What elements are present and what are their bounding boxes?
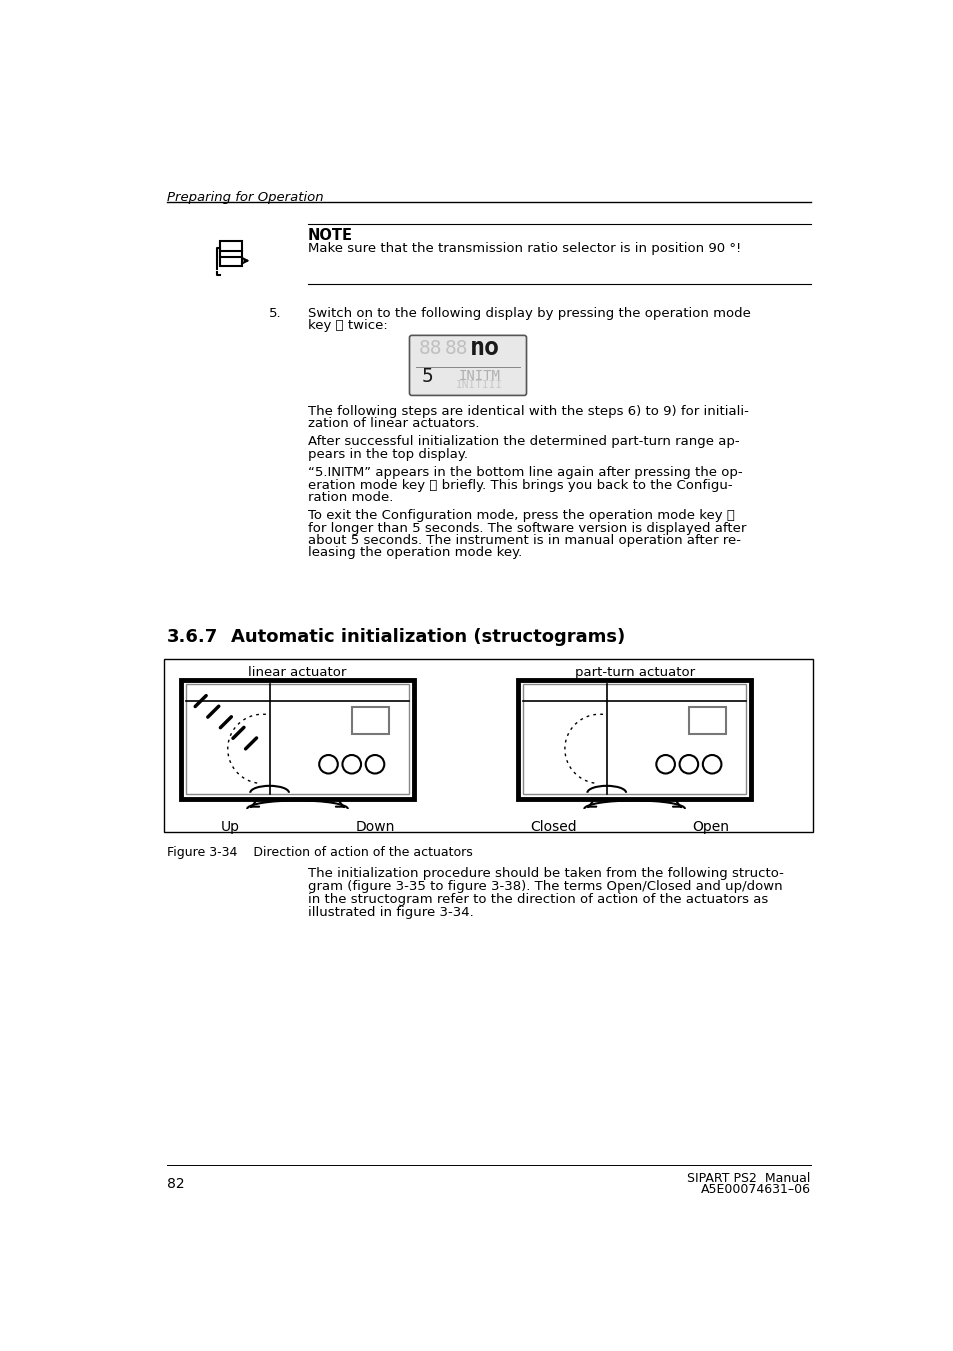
Bar <box>181 680 414 798</box>
Text: To exit the Configuration mode, press the operation mode key Ⓝ: To exit the Configuration mode, press th… <box>307 509 734 523</box>
Text: Switch on to the following display by pressing the operation mode: Switch on to the following display by pr… <box>307 307 750 320</box>
Text: about 5 seconds. The instrument is in manual operation after re-: about 5 seconds. The instrument is in ma… <box>307 534 740 547</box>
Text: eration mode key Ⓝ briefly. This brings you back to the Configu-: eration mode key Ⓝ briefly. This brings … <box>307 478 732 492</box>
Text: INITIII: INITIII <box>456 381 503 390</box>
Bar <box>352 707 389 734</box>
Text: ration mode.: ration mode. <box>307 490 393 504</box>
Text: Up: Up <box>220 820 239 835</box>
Text: no: no <box>470 336 499 361</box>
Bar <box>688 707 725 734</box>
FancyBboxPatch shape <box>409 335 526 396</box>
Text: 82: 82 <box>167 1177 185 1192</box>
Text: gram (figure 3-35 to figure 3-38). The terms Open/Closed and up/down: gram (figure 3-35 to figure 3-38). The t… <box>307 880 781 893</box>
Text: 5: 5 <box>421 366 433 385</box>
Text: zation of linear actuators.: zation of linear actuators. <box>307 417 478 430</box>
Text: in the structogram refer to the direction of action of the actuators as: in the structogram refer to the directio… <box>307 893 767 907</box>
Text: 5.: 5. <box>269 307 281 320</box>
Text: for longer than 5 seconds. The software version is displayed after: for longer than 5 seconds. The software … <box>307 521 745 535</box>
Text: Open: Open <box>692 820 729 835</box>
Text: Automatic initialization (structograms): Automatic initialization (structograms) <box>231 628 624 646</box>
Text: leasing the operation mode key.: leasing the operation mode key. <box>307 546 521 559</box>
FancyBboxPatch shape <box>220 242 241 266</box>
Text: Closed: Closed <box>529 820 576 835</box>
Text: INITM: INITM <box>458 369 500 384</box>
Text: pears in the top display.: pears in the top display. <box>307 447 467 461</box>
Text: 88: 88 <box>444 339 468 358</box>
Text: Down: Down <box>355 820 395 835</box>
Text: NOTE: NOTE <box>307 227 353 243</box>
Bar <box>164 659 812 832</box>
Bar <box>522 684 745 794</box>
Bar <box>186 684 409 794</box>
Text: Preparing for Operation: Preparing for Operation <box>167 192 324 204</box>
Text: “5.INITM” appears in the bottom line again after pressing the op-: “5.INITM” appears in the bottom line aga… <box>307 466 741 480</box>
Text: linear actuator: linear actuator <box>248 666 346 680</box>
Text: 88: 88 <box>418 339 442 358</box>
Text: A5E00074631–06: A5E00074631–06 <box>700 1183 810 1196</box>
Text: 3.6.7: 3.6.7 <box>167 628 218 646</box>
Text: Make sure that the transmission ratio selector is in position 90 °!: Make sure that the transmission ratio se… <box>307 242 740 255</box>
Text: SIPART PS2  Manual: SIPART PS2 Manual <box>686 1173 810 1185</box>
Bar <box>517 680 750 798</box>
Text: The initialization procedure should be taken from the following structo-: The initialization procedure should be t… <box>307 867 782 880</box>
Text: After successful initialization the determined part-turn range ap-: After successful initialization the dete… <box>307 435 739 449</box>
Text: part-turn actuator: part-turn actuator <box>574 666 694 680</box>
Text: key Ⓝ twice:: key Ⓝ twice: <box>307 319 387 332</box>
Text: illustrated in figure 3-34.: illustrated in figure 3-34. <box>307 907 473 919</box>
Text: The following steps are identical with the steps 6) to 9) for initiali-: The following steps are identical with t… <box>307 405 748 417</box>
Text: Figure 3-34    Direction of action of the actuators: Figure 3-34 Direction of action of the a… <box>167 846 473 859</box>
